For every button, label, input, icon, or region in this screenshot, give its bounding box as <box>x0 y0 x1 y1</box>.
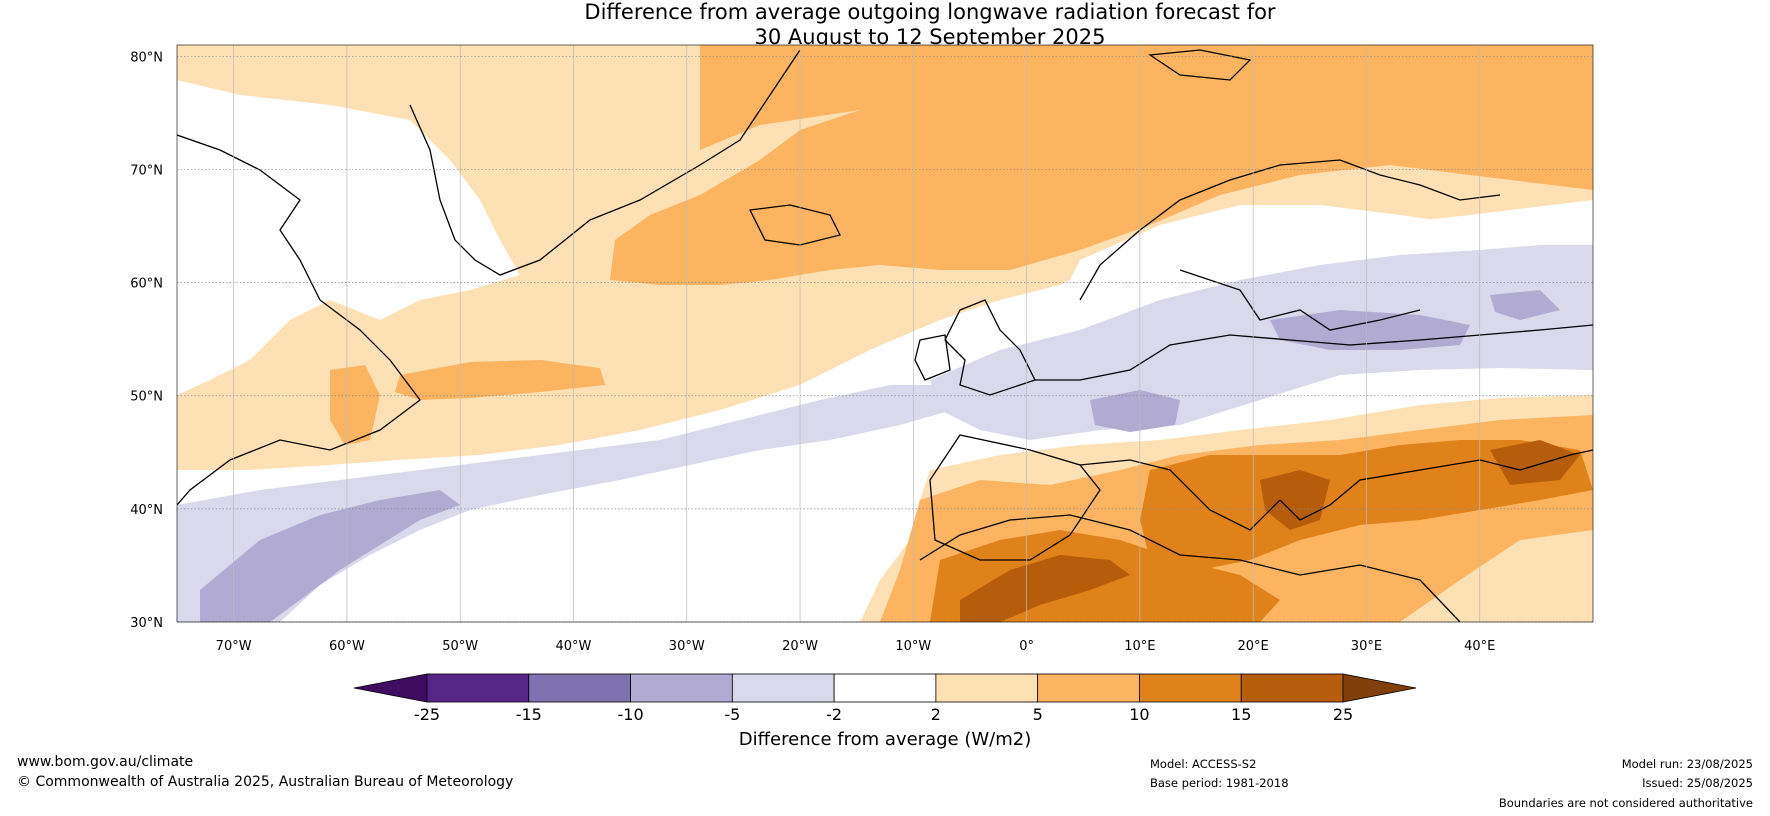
footer-copyright: © Commonwealth of Australia 2025, Austra… <box>17 774 514 790</box>
coastlines <box>177 49 1593 622</box>
colorbar-tick-label: 10 <box>1129 705 1149 724</box>
anomaly-region-brown-algeria <box>960 555 1130 622</box>
colorbar-segment <box>630 673 733 703</box>
latitude-label: 80°N <box>130 50 163 65</box>
colorbar-segment <box>426 673 530 703</box>
anomaly-region-orange-labrador-sea <box>395 360 605 400</box>
colorbar-label: Difference from average (W/m2) <box>739 729 1031 750</box>
longitude-label: 50°W <box>442 639 478 654</box>
anomaly-region-neutral-greenland <box>177 80 520 395</box>
colorbar-tick-label: -25 <box>414 705 440 724</box>
anomaly-region-purple-atlantic-southwest <box>200 490 460 622</box>
anomaly-region-brown-black-sea <box>1490 440 1580 485</box>
longitude-label: 10°W <box>895 639 931 654</box>
colorbar-tick-label: -2 <box>826 705 842 724</box>
colorbar-segment <box>1139 673 1242 703</box>
coastline-labrador <box>177 134 421 506</box>
colorbar-extend-high <box>1342 673 1417 703</box>
anomaly-shading <box>177 45 1593 622</box>
coastline-ireland <box>914 334 951 381</box>
longitude-label: 30°W <box>669 639 705 654</box>
colorbar-tick-label: 5 <box>1033 705 1043 724</box>
colorbar-segment <box>731 673 835 703</box>
latitude-label: 70°N <box>130 163 163 178</box>
anomaly-region-neutral-scandinavia <box>1060 205 1500 320</box>
anomaly-region-orange-newfoundland <box>330 365 380 445</box>
coastline-greenland <box>409 49 801 276</box>
latitude-labels: 80°N 70°N 60°N 50°N 40°N 30°N <box>130 50 163 631</box>
latitude-label: 60°N <box>130 277 163 292</box>
colorbar-segment <box>833 673 937 703</box>
colorbar-tick-label: 2 <box>931 705 941 724</box>
coastline-europe-north <box>1035 324 1593 381</box>
map-frame <box>176 44 1594 623</box>
colorbar-segment <box>1037 673 1140 703</box>
footer-website[interactable]: www.bom.gov.au/climate <box>17 754 194 770</box>
colorbar-tick-label: -5 <box>724 705 740 724</box>
colorbar-tick-label: -15 <box>516 705 542 724</box>
anomaly-region-purple-alps <box>1090 390 1180 432</box>
longitude-label: 40°W <box>556 639 592 654</box>
colorbar-segment <box>935 673 1039 703</box>
title-line-1: Difference from average outgoing longwav… <box>584 0 1276 24</box>
longitude-label: 0° <box>1019 639 1034 654</box>
coastline-north-africa <box>919 514 1461 622</box>
longitude-label: 10°E <box>1124 639 1155 654</box>
latitude-label: 30°N <box>130 616 163 631</box>
colorbar-tick-label: 15 <box>1231 705 1251 724</box>
colorbar-segment <box>528 673 631 703</box>
coastline-iberia <box>929 434 1101 561</box>
coastline-europe-south <box>1079 449 1593 531</box>
coastline-svalbard <box>1148 49 1252 81</box>
longitude-label: 70°W <box>216 639 252 654</box>
map-title: Difference from average outgoing longwav… <box>0 0 1770 50</box>
longitude-label: 20°W <box>782 639 818 654</box>
coastline-britain <box>944 299 1036 396</box>
anomaly-region-light-purple-europe <box>930 245 1593 440</box>
colorbar-tick-labels: -25 -15 -10 -5 -2 2 5 10 15 25 <box>414 705 1353 724</box>
latitude-label: 40°N <box>130 503 163 518</box>
longitude-label: 60°W <box>329 639 365 654</box>
colorbar-tick-label: -10 <box>617 705 643 724</box>
footer-model-run: Model run: 23/08/2025 <box>1621 757 1753 771</box>
footer-disclaimer: Boundaries are not considered authoritat… <box>1498 796 1753 810</box>
coastline-sweden-baltic <box>1179 269 1421 331</box>
longitude-label: 20°E <box>1238 639 1269 654</box>
colorbar-segment <box>1240 673 1344 703</box>
longitude-label: 40°E <box>1464 639 1495 654</box>
anomaly-region-purple-russia <box>1490 290 1560 320</box>
longitude-label: 30°E <box>1351 639 1382 654</box>
longitude-labels: 70°W 60°W 50°W 40°W 30°W 20°W 10°W 0° 10°E 20°E 30… <box>216 639 1496 654</box>
latitude-label: 50°N <box>130 390 163 405</box>
coastline-norway <box>1079 159 1501 301</box>
colorbar-tick-label: 25 <box>1333 705 1353 724</box>
footer-base-period: Base period: 1981-2018 <box>1150 776 1289 790</box>
colorbar <box>353 673 1417 703</box>
coastline-iceland <box>749 204 841 246</box>
colorbar-extend-low <box>353 673 428 703</box>
footer-model: Model: ACCESS-S2 <box>1150 757 1257 771</box>
anomaly-region-light-purple-atlantic <box>177 385 970 622</box>
footer-issued: Issued: 25/08/2025 <box>1642 776 1753 790</box>
anomaly-region-brown-aegean <box>1260 470 1330 530</box>
anomaly-region-orange-northeast <box>610 45 1593 285</box>
